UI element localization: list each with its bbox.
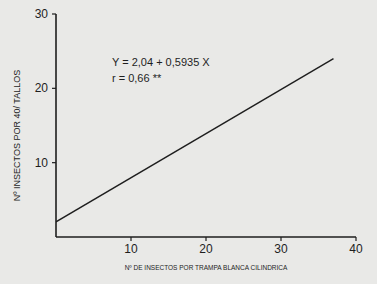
annotation: Y = 2,04 + 0,5935 X [112, 56, 210, 68]
x-tick [355, 237, 356, 241]
y-tick [52, 88, 56, 89]
y-tick-label: 10 [35, 156, 49, 170]
chart: 10 20 30 40 10 20 30 Y = 2,04 + 0,5935 X r = 0,6… [0, 0, 377, 284]
x-tick [280, 237, 281, 241]
x-axis-label: Nº DE INSECTOS POR TRAMPA BLANCA CILINDR… [125, 264, 288, 271]
chart-svg: 10 20 30 40 10 20 30 Y = 2,04 + 0,5935 X r = 0,6… [0, 0, 377, 284]
annotation: r = 0,66 ** [112, 72, 162, 84]
regression-line [56, 59, 334, 222]
x-tick-label: 20 [199, 242, 213, 256]
y-tick [52, 162, 56, 163]
y-tick-label: 30 [35, 7, 49, 21]
x-tick-label: 40 [349, 242, 363, 256]
y-tick-label: 20 [35, 81, 49, 95]
plot-area [56, 59, 334, 222]
x-tick-label: 30 [274, 242, 288, 256]
y-axis [55, 14, 57, 237]
x-tick [205, 237, 206, 241]
y-axis-label: Nº INSECTOS POR 40/ TALLOS [12, 70, 22, 201]
y-tick [52, 13, 56, 14]
x-tick-label: 10 [124, 242, 138, 256]
x-tick [130, 237, 131, 241]
